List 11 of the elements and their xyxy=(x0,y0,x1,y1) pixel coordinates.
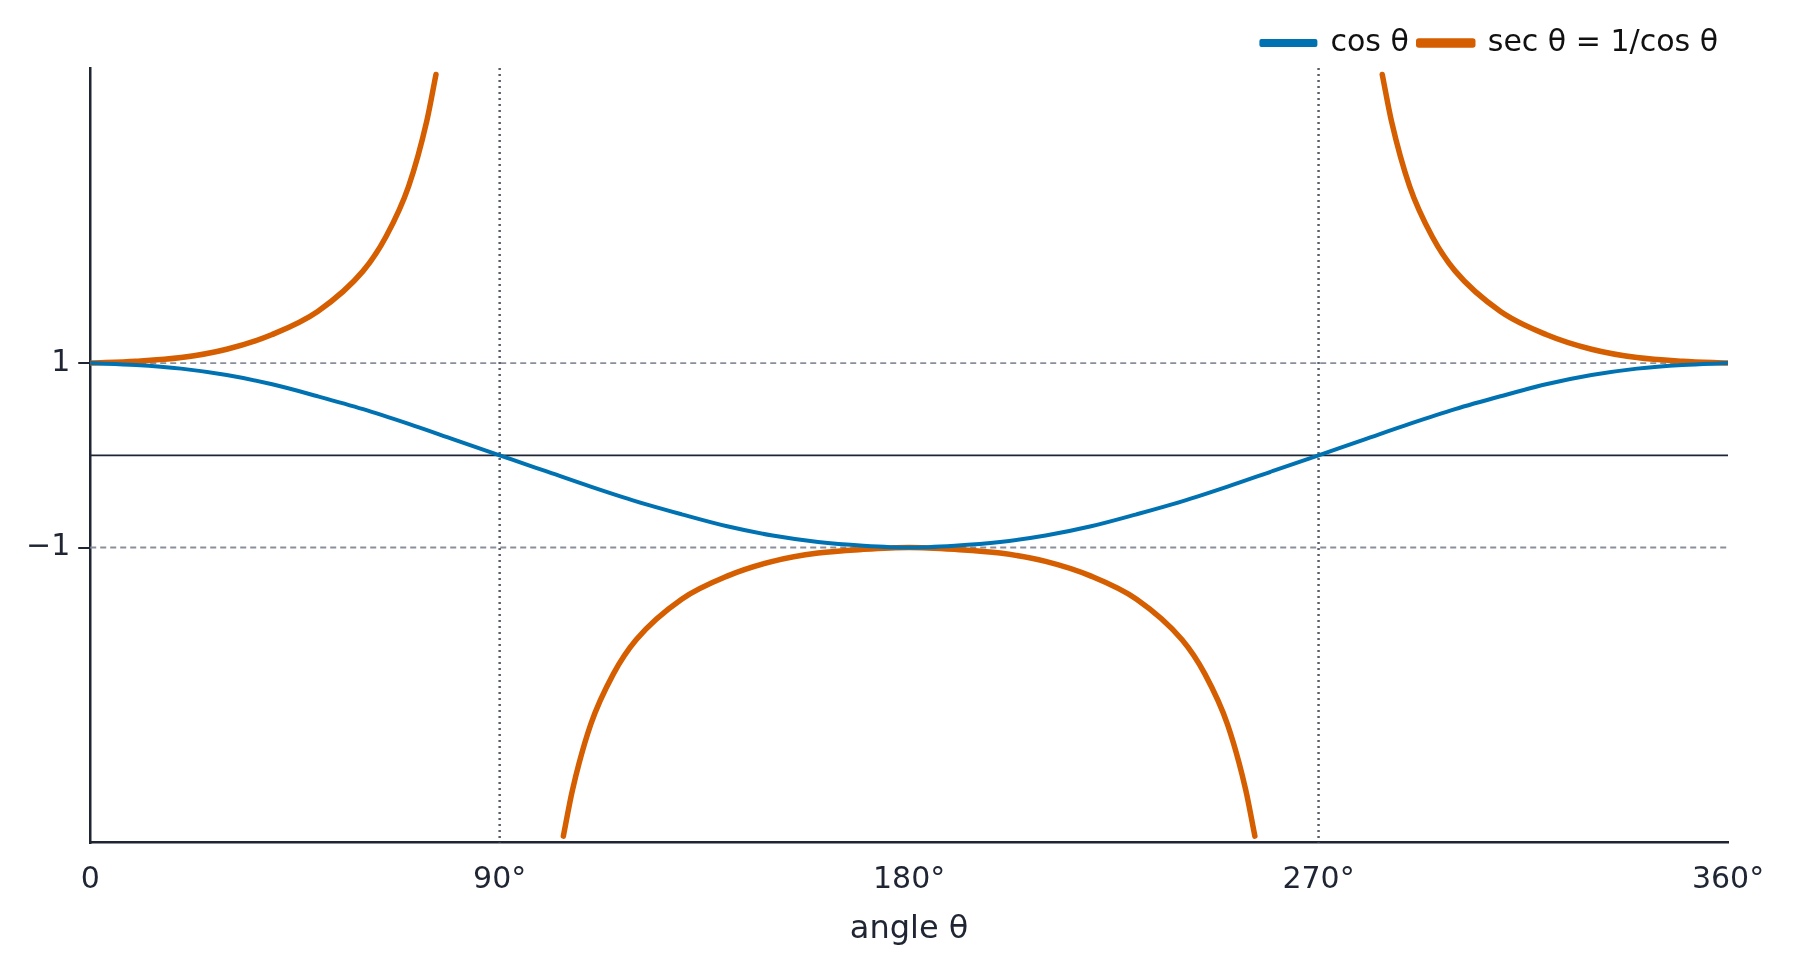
line-series xyxy=(90,361,1728,550)
x-tick-label: 270° xyxy=(1282,860,1355,896)
x-tick-label: 180° xyxy=(872,860,946,896)
y-tick-label: −1 xyxy=(25,527,71,563)
x-axis-title: angle θ xyxy=(849,908,969,947)
legend-label: sec θ = 1/cos θ xyxy=(1487,22,1719,58)
y-tick-label: 1 xyxy=(51,342,71,378)
x-tick-label: 0 xyxy=(80,860,100,896)
x-tick-label: 90° xyxy=(473,860,527,896)
x-tick-label: 360° xyxy=(1691,860,1765,896)
legend-label: cos θ xyxy=(1330,22,1409,58)
